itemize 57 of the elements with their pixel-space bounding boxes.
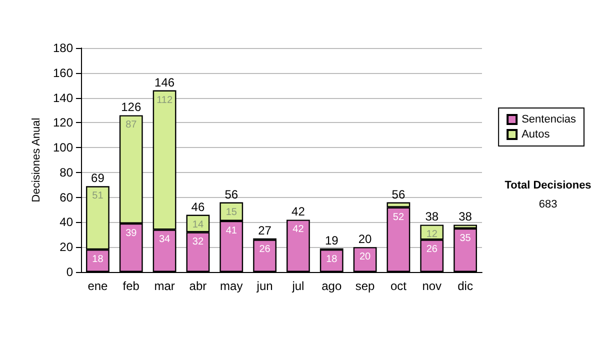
- data-label: 15: [226, 206, 238, 218]
- data-label: 51: [92, 190, 104, 202]
- text: Total Decisiones: [504, 180, 592, 192]
- y-tick-label: 0: [66, 265, 74, 279]
- data-label: 18: [326, 254, 338, 266]
- data-label: 87: [126, 120, 138, 131]
- y-tick-label: 160: [52, 66, 74, 80]
- total-label: 42: [292, 204, 306, 219]
- x-tick-label: nov: [422, 279, 442, 293]
- data-label: 112: [156, 94, 173, 106]
- x-tick-label: feb: [122, 279, 140, 293]
- y-tick-label: 140: [52, 90, 74, 105]
- text: 683: [538, 198, 558, 210]
- data-label: 41: [226, 225, 238, 236]
- x-tick-label: jul: [291, 279, 304, 293]
- x-tick-label: jun: [256, 279, 273, 293]
- data-label: 32: [192, 236, 204, 248]
- y-tick-label: 120: [52, 116, 74, 130]
- total-label: 56: [224, 187, 238, 202]
- total-label: 126: [121, 100, 142, 114]
- total-label: 20: [358, 232, 372, 246]
- total-label: 56: [392, 187, 406, 202]
- x-tick-label: ago: [322, 279, 342, 293]
- y-tick-label: 60: [60, 190, 74, 204]
- x-tick-label: ene: [88, 279, 108, 293]
- y-axis-title: Decisiones Anual: [30, 118, 43, 202]
- x-tick-label: sep: [355, 279, 376, 293]
- total-label: 46: [191, 200, 205, 214]
- x-tick-label: may: [220, 279, 243, 293]
- data-label: 18: [92, 254, 104, 266]
- legend-label: Autos: [522, 128, 550, 140]
- data-label: 52: [392, 212, 404, 223]
- total-label: 69: [91, 171, 105, 186]
- x-tick-label: mar: [154, 279, 175, 293]
- x-tick-label: dic: [458, 279, 473, 293]
- x-tick-label: oct: [390, 279, 408, 293]
- y-tick-label: 100: [52, 140, 74, 155]
- data-label: 35: [460, 232, 472, 244]
- y-tick-label: 20: [60, 240, 74, 254]
- total-label: 38: [458, 210, 472, 224]
- data-label: 20: [359, 252, 372, 263]
- data-label: 14: [192, 219, 204, 230]
- total-label: 38: [425, 210, 439, 224]
- legend-label: Sentencias: [522, 114, 576, 126]
- y-tick-label: 40: [60, 215, 74, 230]
- data-label: 42: [292, 224, 304, 236]
- y-tick-label: 180: [52, 41, 74, 55]
- data-label: 26: [259, 244, 271, 256]
- data-label: 34: [158, 234, 171, 246]
- data-label: 12: [426, 229, 438, 240]
- y-tick-label: 80: [60, 165, 74, 180]
- total-label: 27: [258, 223, 272, 238]
- data-label: 39: [126, 228, 138, 239]
- total-label: 146: [154, 75, 175, 90]
- total-label: 19: [324, 233, 339, 248]
- x-tick-label: abr: [189, 279, 207, 293]
- data-label: 26: [426, 244, 438, 256]
